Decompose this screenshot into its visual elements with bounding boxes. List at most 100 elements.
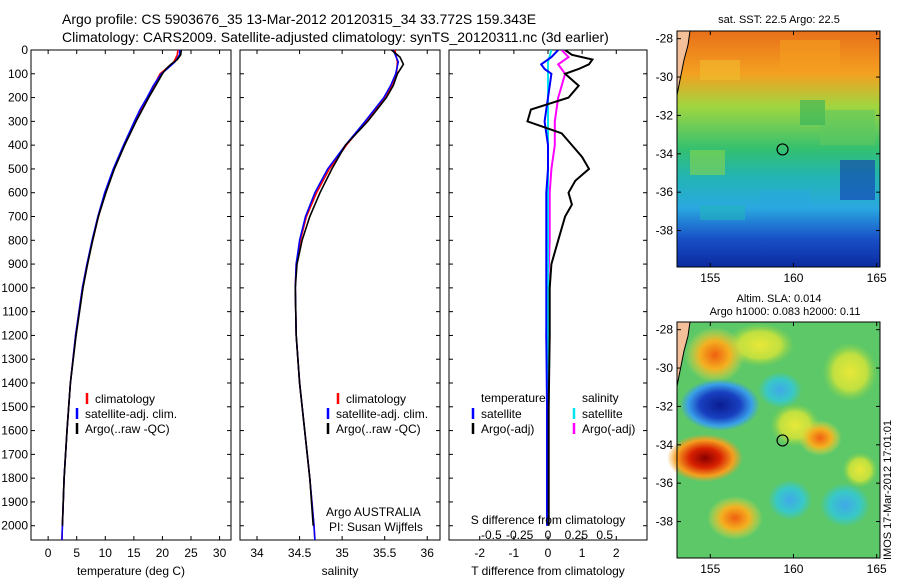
difference-lines: [526, 50, 595, 526]
legend-s-satellite: satellite: [582, 407, 623, 421]
sla-map-panel: Altim. SLA: 0.014 Argo h1000: 0.083 h200…: [656, 293, 887, 576]
x-tick-label: 35: [335, 546, 349, 560]
x-tick-label: 5: [73, 546, 80, 560]
y-tick-label: 400: [8, 138, 28, 152]
difference-legend: temperature salinity satellite Argo(-adj…: [471, 391, 635, 436]
y-tick-label: 1600: [1, 424, 28, 438]
imos-stamp: IMOS 17-Mar-2012 17:01:01: [882, 420, 894, 560]
y-tick-label: 2000: [1, 519, 28, 533]
x-tick-label: 25: [184, 546, 198, 560]
map-y-tick-label: -36: [656, 185, 674, 199]
sst-land: [677, 31, 690, 95]
map-x-tick-label: 155: [700, 271, 720, 285]
sla-land: [677, 322, 690, 386]
temperature-legend: climatology satellite-adj. clim. Argo(..…: [75, 392, 177, 436]
sla-map-title-1: Altim. SLA: 0.014: [737, 293, 822, 305]
legend-t-argo: Argo(-adj): [481, 422, 534, 436]
temperature-panel: 0100200300400500600700800900100011001200…: [1, 43, 232, 578]
x-tick-label: 35.5: [373, 546, 397, 560]
header-line-1: Argo profile: CS 5903676_35 13-Mar-2012 …: [62, 11, 536, 27]
sla-coastline: [676, 321, 691, 387]
legend-climatology: climatology: [346, 392, 406, 406]
map-y-tick-label: -32: [656, 108, 674, 122]
sst-map-title: sat. SST: 22.5 Argo: 22.5: [718, 14, 840, 26]
map-y-tick-label: -34: [656, 438, 674, 452]
s-difference-label: S difference from climatology: [471, 513, 626, 527]
t-argo-line: [526, 50, 595, 526]
t-tick-label: 2: [613, 546, 620, 560]
salinity-xlabel: salinity: [322, 564, 359, 578]
x-tick-label: 20: [156, 546, 170, 560]
float-owner-annotation: Argo AUSTRALIA: [326, 505, 421, 519]
y-tick-label: 300: [8, 114, 28, 128]
sst-axes-box: [676, 30, 881, 268]
y-tick-label: 200: [8, 91, 28, 105]
y-tick-label: 1500: [1, 400, 28, 414]
difference-panel: -2 -1 0 1 2 -0.5 -0.25 0 0.25 0.5 S difference fr…: [448, 49, 648, 578]
legend-s-argo: Argo(-adj): [582, 422, 635, 436]
legend-satellite: satellite-adj. clim.: [336, 407, 428, 421]
map-x-tick-label: 155: [700, 562, 720, 576]
legend-t-satellite: satellite: [481, 407, 522, 421]
legend-argo: Argo(..raw -QC): [336, 422, 421, 436]
y-tick-label: 1700: [1, 447, 28, 461]
float-pi-annotation: PI: Susan Wijffels: [329, 520, 423, 534]
y-tick-label: 1900: [1, 495, 28, 509]
t-tick-label: 0: [545, 546, 552, 560]
temperature-axes-box: [30, 49, 232, 541]
x-tick-label: 36: [421, 546, 435, 560]
salinity-axes-box: [239, 49, 441, 541]
y-tick-label: 0: [21, 43, 28, 57]
t-tick-label: -2: [474, 546, 485, 560]
salinity-y-ticks: [240, 49, 440, 527]
x-tick-label: 0: [45, 546, 52, 560]
map-y-tick-label: -28: [656, 32, 674, 46]
salinity-legend: climatology satellite-adj. clim. Argo(..…: [326, 392, 428, 436]
legend-title-salinity: salinity: [582, 391, 619, 405]
map-y-tick-label: -28: [656, 323, 674, 337]
map-x-tick-label: 165: [867, 271, 887, 285]
temperature-xlabel: temperature (deg C): [77, 564, 185, 578]
map-x-tick-label: 160: [783, 271, 803, 285]
sla-map-title-2: Argo h1000: 0.083 h2000: 0.11: [710, 306, 861, 318]
x-tick-label: 34.5: [288, 546, 312, 560]
y-tick-label: 1800: [1, 471, 28, 485]
s-tick-label: 0.5: [596, 528, 613, 542]
legend-argo: Argo(..raw -QC): [85, 422, 170, 436]
salinity-panel: 34 34.5 35 35.5 36 salinity climatology sate…: [239, 49, 441, 578]
t-tick-label: -1: [509, 546, 520, 560]
s-tick-label: -0.5: [481, 528, 502, 542]
sla-axis-ticks: 155 160 165 -28 -30 -32 -34 -36 -38: [656, 322, 887, 576]
s-tick-label: 0.25: [565, 528, 589, 542]
x-tick-label: 34: [250, 546, 264, 560]
legend-satellite: satellite-adj. clim.: [85, 407, 177, 421]
salinity-x-axis: 34 34.5 35 35.5 36: [250, 50, 434, 560]
map-y-tick-label: -30: [656, 361, 674, 375]
legend-title-temperature: temperature: [481, 391, 546, 405]
x-tick-label: 10: [99, 546, 113, 560]
header-line-2: Climatology: CARS2009. Satellite-adjuste…: [62, 29, 609, 45]
x-tick-label: 15: [127, 546, 141, 560]
argo-line: [61, 50, 183, 526]
t-tick-label: 1: [579, 546, 586, 560]
temperature-x-axis: 0 5 10 15 20 25 30: [45, 50, 227, 560]
map-y-tick-label: -36: [656, 476, 674, 490]
y-tick-label: 600: [8, 186, 28, 200]
sst-coastline: [676, 30, 691, 96]
argo-line: [294, 50, 405, 526]
map-y-tick-label: -32: [656, 399, 674, 413]
difference-y-ticks: [449, 49, 647, 527]
sst-texture: [690, 40, 875, 220]
x-tick-label: 30: [213, 546, 227, 560]
y-tick-label: 800: [8, 233, 28, 247]
temperature-lines: [61, 50, 183, 540]
map-y-tick-label: -38: [656, 515, 674, 529]
argo-position-marker: [776, 434, 789, 447]
salinity-lines: [294, 50, 405, 540]
y-tick-label: 500: [8, 162, 28, 176]
y-tick-label: 1100: [2, 305, 28, 319]
map-x-tick-label: 160: [783, 562, 803, 576]
sst-map-panel: sat. SST: 22.5 Argo: 22.5 155 160 165 -28 -3…: [656, 14, 887, 285]
map-y-tick-label: -38: [656, 224, 674, 238]
t-difference-label: T difference from climatology: [471, 564, 625, 578]
